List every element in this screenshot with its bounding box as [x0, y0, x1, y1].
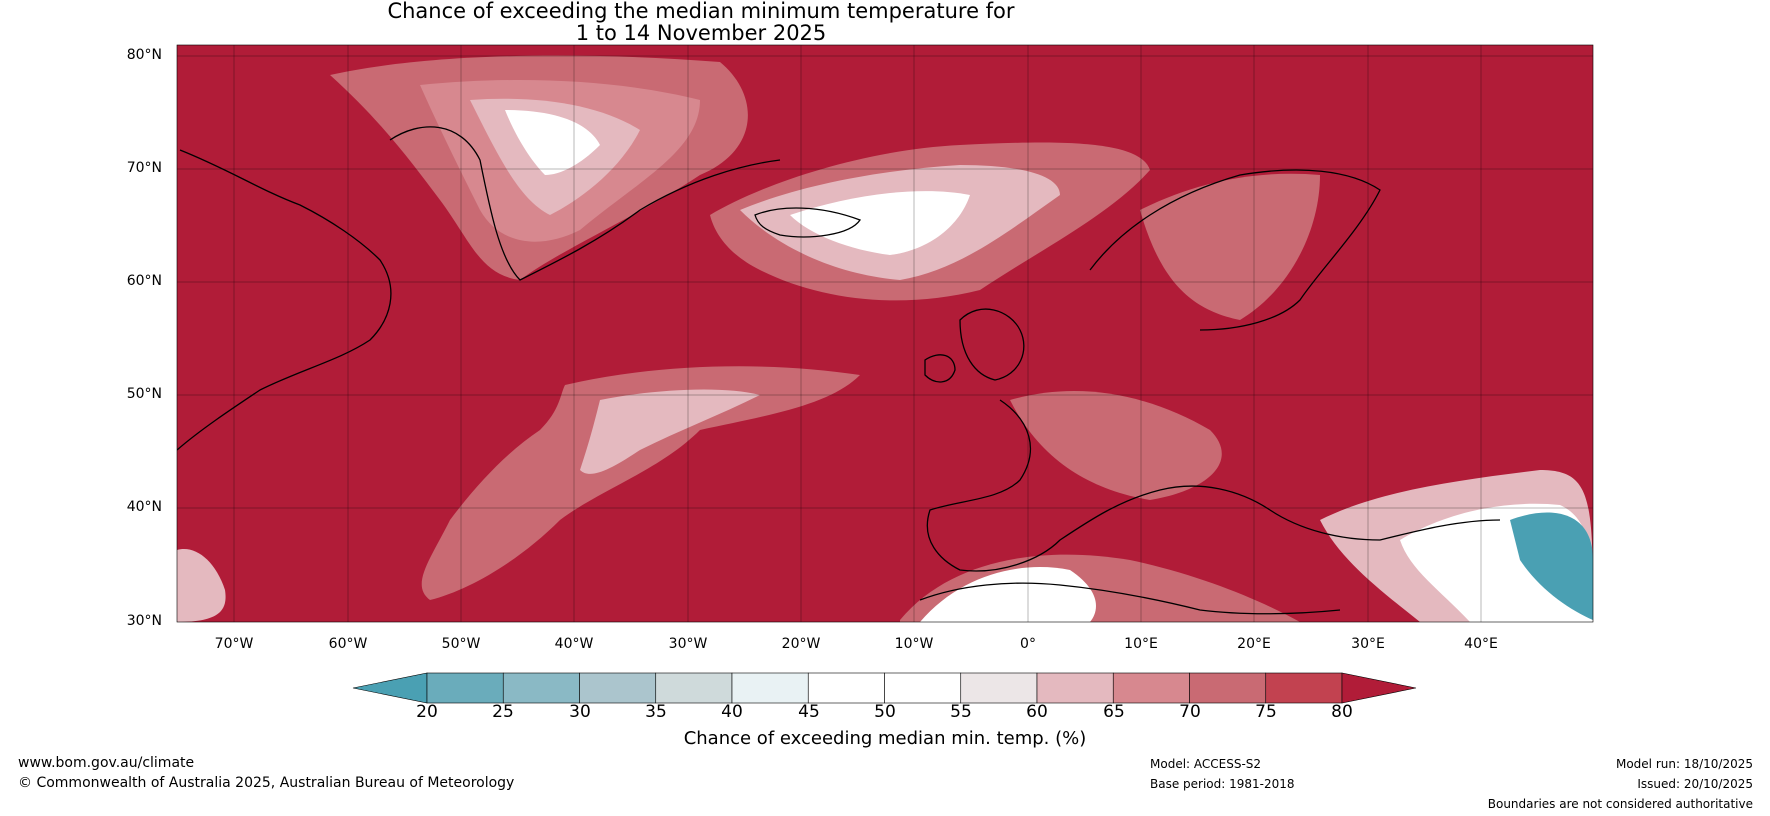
footer-model-run: Model run: 18/10/2025 — [1615, 757, 1753, 771]
footer-model: Model: ACCESS-S2 — [1150, 757, 1262, 771]
colorbar — [352, 672, 1417, 704]
colorbar-label: Chance of exceeding median min. temp. (%… — [683, 728, 1087, 749]
colorbar-tick-55: 55 — [950, 702, 972, 722]
lon-label-20e: 20°E — [1237, 636, 1271, 652]
colorbar-segment — [960, 672, 1038, 704]
colorbar-extend-high — [1341, 672, 1417, 704]
lon-label-30w: 30°W — [668, 636, 708, 652]
lon-label-50w: 50°W — [441, 636, 481, 652]
coastline-north-africa — [919, 582, 1341, 615]
footer-issued: Issued: 20/10/2025 — [1637, 777, 1753, 791]
colorbar-segment — [807, 672, 885, 704]
lon-label-0: 0° — [1020, 636, 1036, 652]
map-title-line1: Chance of exceeding the median minimum t… — [387, 0, 1015, 23]
coastline-britain — [959, 308, 1025, 381]
probability-field — [177, 45, 1593, 622]
field-contour-southwest-60 — [177, 549, 226, 622]
lat-label-40n: 40°N — [126, 499, 162, 515]
field-contour-scandinavia-70 — [1140, 173, 1320, 320]
colorbar-segment — [655, 672, 733, 704]
lat-label-60n: 60°N — [126, 273, 162, 289]
field-contour-atlantic-70 — [421, 366, 860, 600]
coastline-ireland — [924, 354, 956, 383]
lat-label-30n: 30°N — [126, 613, 162, 629]
coastline-europe — [926, 399, 1501, 572]
colorbar-tick-20: 20 — [416, 702, 438, 722]
colorbar-segment — [884, 672, 962, 704]
footer-base-period: Base period: 1981-2018 — [1150, 777, 1295, 791]
map-frame — [176, 44, 1594, 623]
field-contour-africa-50 — [920, 567, 1096, 622]
colorbar-tick-25: 25 — [492, 702, 514, 722]
colorbar-segment — [579, 672, 657, 704]
coastline-scandinavia — [1089, 169, 1381, 331]
lon-label-40w: 40°W — [554, 636, 594, 652]
colorbar-segment — [426, 672, 504, 704]
colorbar-tick-45: 45 — [798, 702, 820, 722]
colorbar-extend-low — [352, 672, 428, 704]
colorbar-segment — [1036, 672, 1114, 704]
colorbar-tick-60: 60 — [1026, 702, 1048, 722]
lon-label-40e: 40°E — [1464, 636, 1498, 652]
colorbar-tick-80: 80 — [1331, 702, 1353, 722]
field-contour-greenland-50 — [505, 110, 600, 175]
graticule — [177, 45, 1593, 622]
lon-label-20w: 20°W — [781, 636, 821, 652]
footer-disclaimer: Boundaries are not considered authoritat… — [1487, 797, 1753, 811]
lat-label-80n: 80°N — [126, 47, 162, 63]
colorbar-tick-65: 65 — [1103, 702, 1125, 722]
colorbar-tick-35: 35 — [645, 702, 667, 722]
coastline-iceland — [754, 207, 861, 238]
map-title-line2: 1 to 14 November 2025 — [575, 21, 827, 45]
lon-label-70w: 70°W — [214, 636, 254, 652]
colorbar-tick-30: 30 — [569, 702, 591, 722]
colorbar-segment — [1189, 672, 1267, 704]
colorbar-tick-75: 75 — [1255, 702, 1277, 722]
field-contour-mideast-20 — [1510, 512, 1593, 620]
lon-label-10w: 10°W — [894, 636, 934, 652]
colorbar-segment — [502, 672, 580, 704]
lon-label-10e: 10°E — [1124, 636, 1158, 652]
colorbar-segment — [1112, 672, 1190, 704]
field-contour-europe-70 — [1010, 391, 1222, 500]
lat-label-70n: 70°N — [126, 160, 162, 176]
colorbar-segment — [1265, 672, 1343, 704]
coastline-greenland — [389, 126, 781, 281]
colorbar-tick-50: 50 — [874, 702, 896, 722]
colorbar-segment — [731, 672, 809, 704]
coastlines — [177, 126, 1501, 615]
lat-label-50n: 50°N — [126, 386, 162, 402]
colorbar-tick-40: 40 — [721, 702, 743, 722]
lon-label-30e: 30°E — [1351, 636, 1385, 652]
coastline-north-america — [177, 149, 392, 451]
colorbar-tick-70: 70 — [1179, 702, 1201, 722]
field-contour-atlantic-60 — [580, 389, 760, 474]
field-contour-iceland-50 — [790, 191, 970, 255]
lon-label-60w: 60°W — [328, 636, 368, 652]
footer-url[interactable]: www.bom.gov.au/climate — [18, 755, 195, 771]
footer-copyright: © Commonwealth of Australia 2025, Austra… — [18, 775, 515, 791]
